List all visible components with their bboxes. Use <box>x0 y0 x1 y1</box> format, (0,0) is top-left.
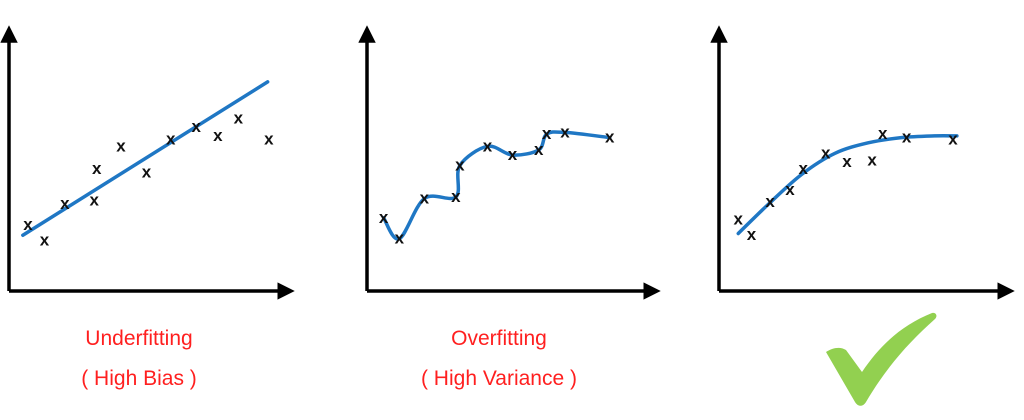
data-point-marker: x <box>765 192 775 211</box>
data-point-marker: x <box>379 208 389 227</box>
data-point-marker: x <box>234 108 244 127</box>
data-point-marker: x <box>451 187 461 206</box>
caption-high-bias-label: ( High Bias ) <box>81 367 197 390</box>
data-point-marker: x <box>455 156 465 175</box>
data-point-marker: x <box>264 129 274 148</box>
caption-overfitting-label: Overfitting <box>451 327 547 350</box>
data-point-marker: x <box>508 145 518 164</box>
overfitting-panel: xxx xxx x xx x x <box>358 25 661 300</box>
check-layer <box>826 312 937 406</box>
data-point-marker: x <box>40 230 50 249</box>
data-point-marker: x <box>89 190 99 209</box>
data-point-marker: x <box>785 180 795 199</box>
data-point-marker: x <box>420 189 430 208</box>
data-point-marker: x <box>605 128 615 147</box>
data-point-marker: x <box>191 117 201 136</box>
data-point-marker: x <box>142 162 152 181</box>
overfitting-caption: Overfitting ( High Variance ) <box>369 319 629 399</box>
fitted-curve <box>21 80 270 237</box>
data-point-marker: x <box>798 159 808 178</box>
data-point-marker: x <box>948 129 958 148</box>
data-point-marker: x <box>213 126 223 145</box>
data-point-marker: x <box>166 129 176 148</box>
data-point-marker: x <box>821 143 831 162</box>
data-point-marker: x <box>542 124 552 143</box>
data-point-marker: x <box>395 229 405 248</box>
data-point-marker: x <box>842 152 852 171</box>
data-point-marker: x <box>483 136 493 155</box>
checkmark-icon <box>826 312 937 406</box>
data-point-marker: x <box>560 122 570 141</box>
fitted-curve <box>381 130 612 241</box>
data-point-marker: x <box>747 225 757 244</box>
data-point-marker: x <box>878 124 888 143</box>
data-point-marker: x <box>734 210 744 229</box>
data-point-marker: x <box>116 136 126 155</box>
data-point-marker: x <box>902 128 912 147</box>
data-point-marker: x <box>92 159 102 178</box>
data-point-marker: x <box>867 150 877 169</box>
caption-underfitting-label: Underfitting <box>85 327 193 350</box>
fitted-curve <box>736 134 959 236</box>
underfitting-caption: Underfitting ( High Bias ) <box>9 319 269 399</box>
data-point-marker: x <box>60 194 70 213</box>
data-point-marker: x <box>534 140 544 159</box>
data-point-marker: x <box>23 215 33 234</box>
caption-high-variance-label: ( High Variance ) <box>420 367 577 390</box>
